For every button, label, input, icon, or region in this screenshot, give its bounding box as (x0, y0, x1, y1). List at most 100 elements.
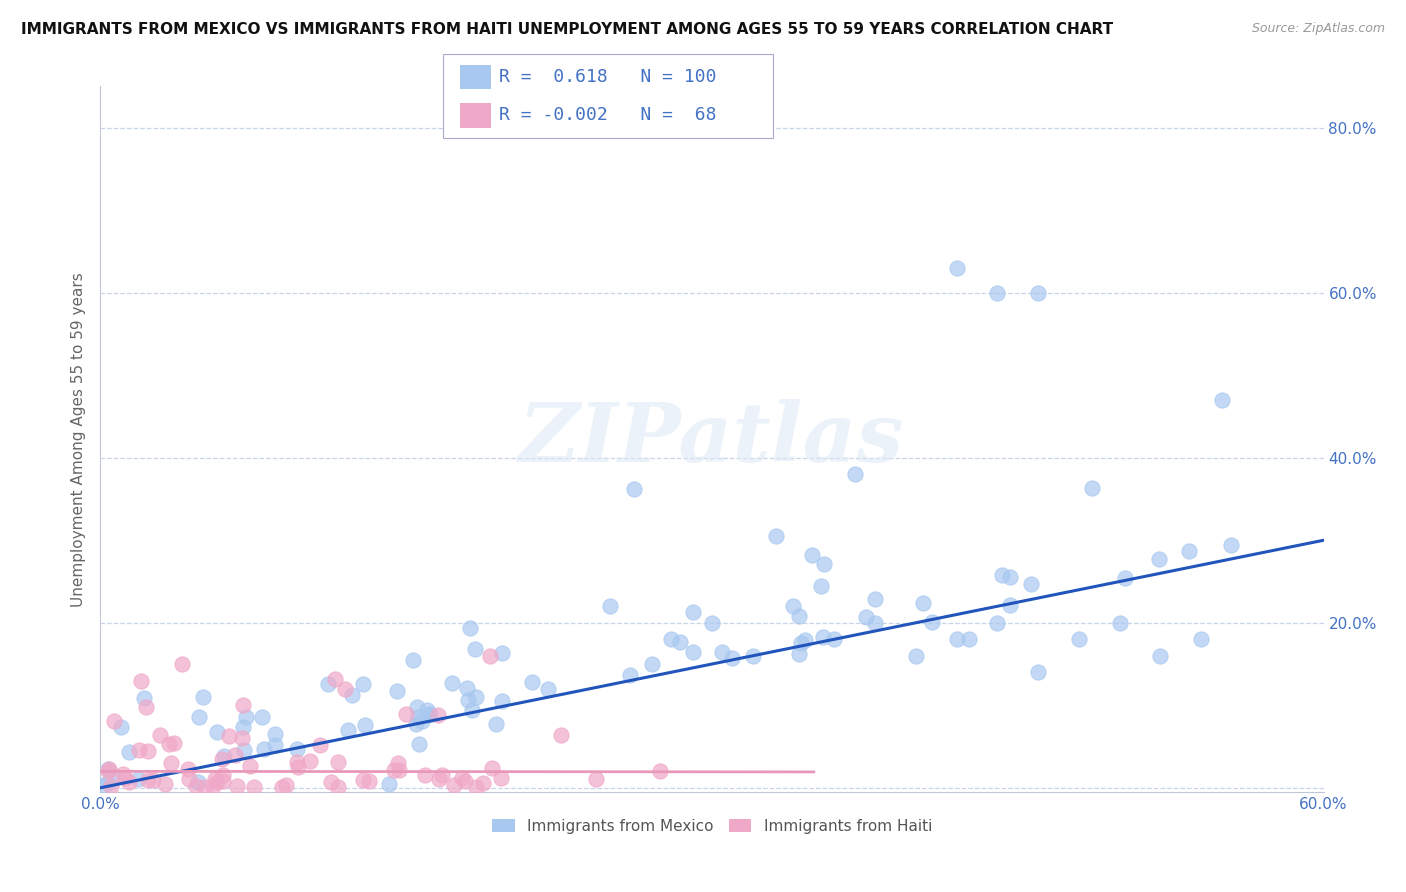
Text: IMMIGRANTS FROM MEXICO VS IMMIGRANTS FROM HAITI UNEMPLOYMENT AMONG AGES 55 TO 59: IMMIGRANTS FROM MEXICO VS IMMIGRANTS FRO… (21, 22, 1114, 37)
Point (359, 773, 381, 788)
Point (491, 646, 513, 660)
Point (413, 768, 436, 782)
Point (352, 676, 374, 690)
Point (287, 742, 309, 756)
Point (218, 729, 240, 743)
Point (235, 710, 257, 724)
Point (1067, 632, 1090, 647)
Point (202, 779, 225, 793)
Point (418, 708, 440, 723)
Point (1026, 285, 1049, 300)
Point (328, 755, 350, 769)
Legend: Immigrants from Mexico, Immigrants from Haiti: Immigrants from Mexico, Immigrants from … (492, 819, 932, 834)
Point (520, 675, 543, 690)
Point (865, 592, 887, 607)
Point (443, 778, 465, 792)
Text: Source: ZipAtlas.com: Source: ZipAtlas.com (1251, 22, 1385, 36)
Point (648, 764, 671, 779)
Point (419, 707, 441, 722)
Point (408, 737, 430, 751)
Point (163, 736, 186, 750)
Point (118, 775, 141, 789)
Point (98, 762, 121, 776)
Point (711, 645, 734, 659)
Point (232, 742, 254, 756)
Point (411, 714, 433, 729)
Point (921, 615, 943, 630)
Point (155, 777, 177, 791)
Point (388, 763, 411, 777)
Point (193, 690, 215, 705)
Point (550, 728, 572, 742)
Point (904, 648, 927, 663)
Point (415, 703, 437, 717)
Point (998, 570, 1021, 584)
Point (225, 780, 247, 794)
Point (242, 780, 264, 794)
Point (134, 691, 156, 706)
Point (387, 756, 409, 770)
Point (264, 727, 287, 741)
Point (945, 632, 967, 647)
Point (682, 606, 704, 620)
Point (945, 260, 967, 275)
Point (741, 648, 763, 663)
Point (385, 684, 408, 698)
Point (406, 710, 429, 724)
Point (239, 759, 262, 773)
Point (485, 717, 508, 731)
Point (957, 632, 980, 647)
Point (377, 777, 399, 791)
Point (457, 693, 479, 707)
Point (138, 773, 160, 788)
Point (464, 780, 486, 795)
Point (110, 720, 132, 734)
Point (801, 548, 824, 562)
Point (461, 703, 484, 717)
Point (1019, 577, 1042, 591)
Point (471, 776, 494, 790)
Point (1026, 665, 1049, 680)
Point (232, 698, 254, 713)
Point (274, 778, 297, 792)
Point (250, 710, 273, 724)
Point (224, 748, 246, 763)
Point (787, 609, 810, 624)
Point (1149, 648, 1171, 663)
Y-axis label: Unemployment Among Ages 55 to 59 years: Unemployment Among Ages 55 to 59 years (72, 272, 86, 607)
Point (127, 772, 149, 787)
Point (205, 774, 228, 789)
Point (204, 772, 226, 786)
Point (1147, 552, 1170, 566)
Point (813, 558, 835, 572)
Point (585, 772, 607, 786)
Point (623, 482, 645, 496)
Point (326, 780, 349, 795)
Point (1189, 632, 1212, 647)
Point (464, 642, 486, 657)
Point (1178, 544, 1201, 558)
Point (430, 767, 453, 781)
Text: ZIPatlas: ZIPatlas (519, 399, 904, 479)
Point (111, 766, 134, 780)
Point (811, 630, 834, 644)
Point (619, 667, 641, 681)
Point (97, 764, 120, 778)
Point (103, 714, 125, 729)
Point (382, 763, 405, 777)
Point (669, 635, 692, 649)
Point (810, 579, 832, 593)
Point (406, 700, 429, 714)
Point (129, 673, 152, 688)
Point (309, 738, 332, 752)
Point (136, 744, 159, 758)
Point (231, 731, 253, 745)
Text: R = -0.002   N =  68: R = -0.002 N = 68 (499, 106, 717, 124)
Point (700, 615, 723, 630)
Point (100, 779, 122, 793)
Point (659, 632, 682, 647)
Point (460, 621, 482, 635)
Point (641, 657, 664, 671)
Point (823, 632, 845, 647)
Point (1114, 571, 1136, 585)
